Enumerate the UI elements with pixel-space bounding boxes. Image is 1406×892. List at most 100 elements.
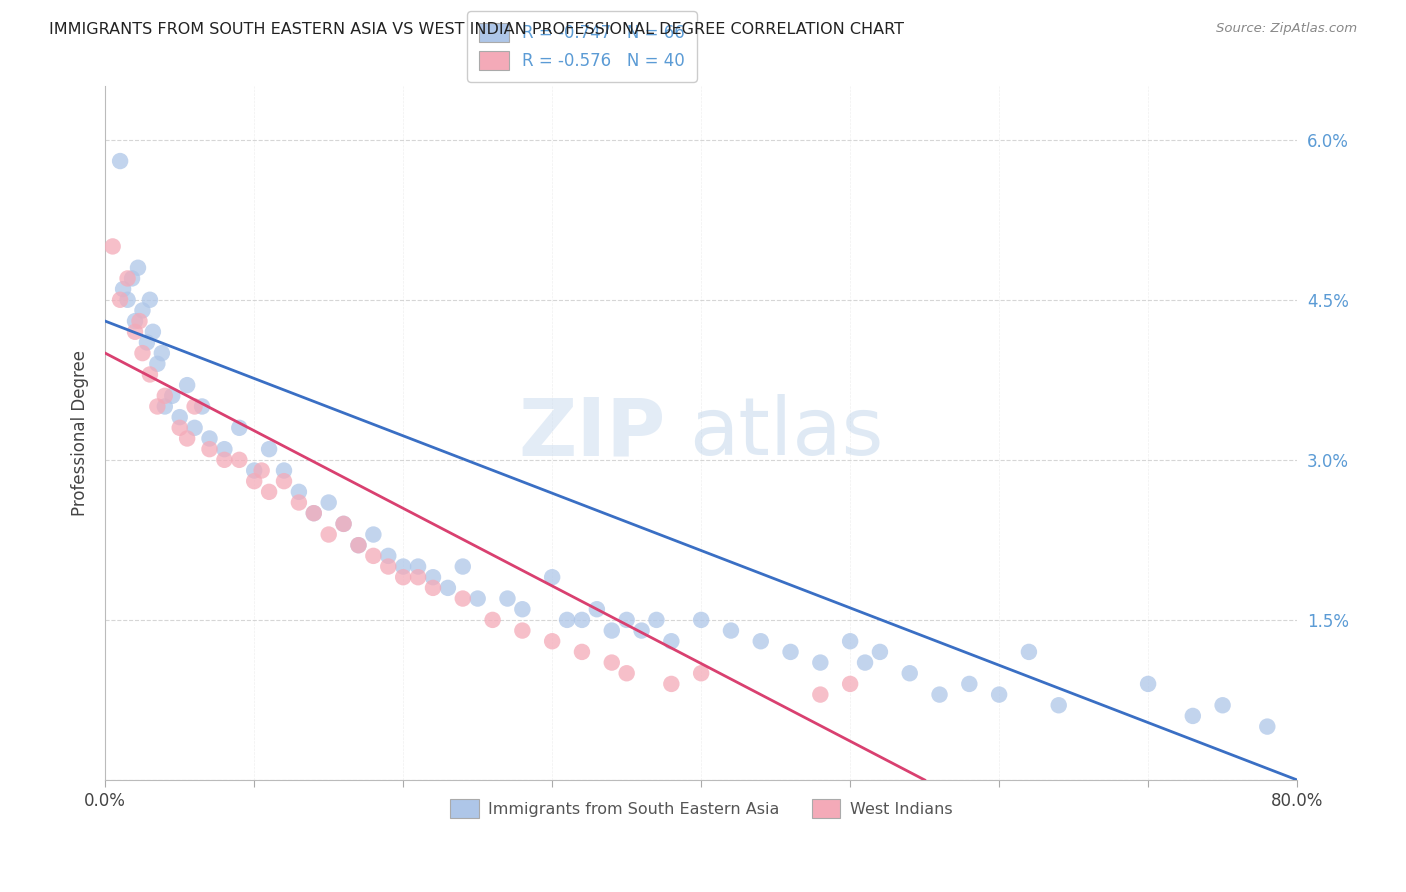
Point [191, 400, 214, 414]
Point [928, 688, 950, 702]
Point [571, 645, 593, 659]
Point [169, 421, 191, 435]
Point [988, 688, 1011, 702]
Point [124, 325, 146, 339]
Point [1018, 645, 1040, 659]
Point [451, 591, 474, 606]
Point [142, 325, 165, 339]
Point [139, 368, 162, 382]
Point [586, 602, 609, 616]
Point [176, 432, 198, 446]
Point [243, 474, 266, 488]
Point [273, 463, 295, 477]
Point [318, 495, 340, 509]
Point [288, 484, 311, 499]
Point [347, 538, 370, 552]
Point [377, 549, 399, 563]
Point [101, 239, 124, 253]
Point [690, 613, 713, 627]
Point [183, 421, 205, 435]
Point [363, 527, 385, 541]
Point [112, 282, 135, 296]
Point [898, 666, 921, 681]
Point [121, 271, 143, 285]
Point [437, 581, 460, 595]
Point [481, 613, 503, 627]
Point [162, 389, 184, 403]
Text: Source: ZipAtlas.com: Source: ZipAtlas.com [1216, 22, 1357, 36]
Point [136, 335, 159, 350]
Point [659, 634, 682, 648]
Point [512, 624, 534, 638]
Point [1256, 720, 1278, 734]
Point [869, 645, 891, 659]
Point [616, 666, 638, 681]
Point [288, 495, 311, 509]
Point [541, 634, 564, 648]
Point [273, 474, 295, 488]
Point [146, 400, 169, 414]
Point [198, 432, 221, 446]
Point [690, 666, 713, 681]
Point [808, 688, 831, 702]
Point [496, 591, 519, 606]
Point [131, 303, 153, 318]
Point [169, 410, 191, 425]
Point [600, 624, 623, 638]
Point [377, 559, 399, 574]
Point [228, 421, 250, 435]
Text: ZIP: ZIP [519, 394, 665, 472]
Legend: Immigrants from South Eastern Asia, West Indians: Immigrants from South Eastern Asia, West… [443, 793, 959, 824]
Point [139, 293, 162, 307]
Point [127, 260, 149, 275]
Point [176, 378, 198, 392]
Point [467, 591, 489, 606]
Point [128, 314, 150, 328]
Text: atlas: atlas [689, 394, 883, 472]
Point [957, 677, 980, 691]
Point [659, 677, 682, 691]
Point [150, 346, 173, 360]
Point [406, 559, 429, 574]
Point [749, 634, 772, 648]
Point [183, 400, 205, 414]
Point [839, 677, 862, 691]
Point [363, 549, 385, 563]
Point [808, 656, 831, 670]
Point [332, 516, 354, 531]
Point [198, 442, 221, 457]
Point [1137, 677, 1160, 691]
Point [541, 570, 564, 584]
Point [720, 624, 742, 638]
Point [302, 506, 325, 520]
Point [117, 293, 139, 307]
Point [257, 484, 280, 499]
Point [555, 613, 578, 627]
Point [1181, 709, 1204, 723]
Point [214, 442, 236, 457]
Point [153, 389, 176, 403]
Point [406, 570, 429, 584]
Point [853, 656, 876, 670]
Point [214, 453, 236, 467]
Point [422, 570, 444, 584]
Point [117, 271, 139, 285]
Point [108, 293, 131, 307]
Y-axis label: Professional Degree: Professional Degree [72, 351, 89, 516]
Point [451, 559, 474, 574]
Point [243, 463, 266, 477]
Point [131, 346, 153, 360]
Point [645, 613, 668, 627]
Point [332, 516, 354, 531]
Text: IMMIGRANTS FROM SOUTH EASTERN ASIA VS WEST INDIAN PROFESSIONAL DEGREE CORRELATIO: IMMIGRANTS FROM SOUTH EASTERN ASIA VS WE… [49, 22, 904, 37]
Point [600, 656, 623, 670]
Point [146, 357, 169, 371]
Point [392, 570, 415, 584]
Point [616, 613, 638, 627]
Point [318, 527, 340, 541]
Point [153, 400, 176, 414]
Point [630, 624, 652, 638]
Point [571, 613, 593, 627]
Point [124, 314, 146, 328]
Point [228, 453, 250, 467]
